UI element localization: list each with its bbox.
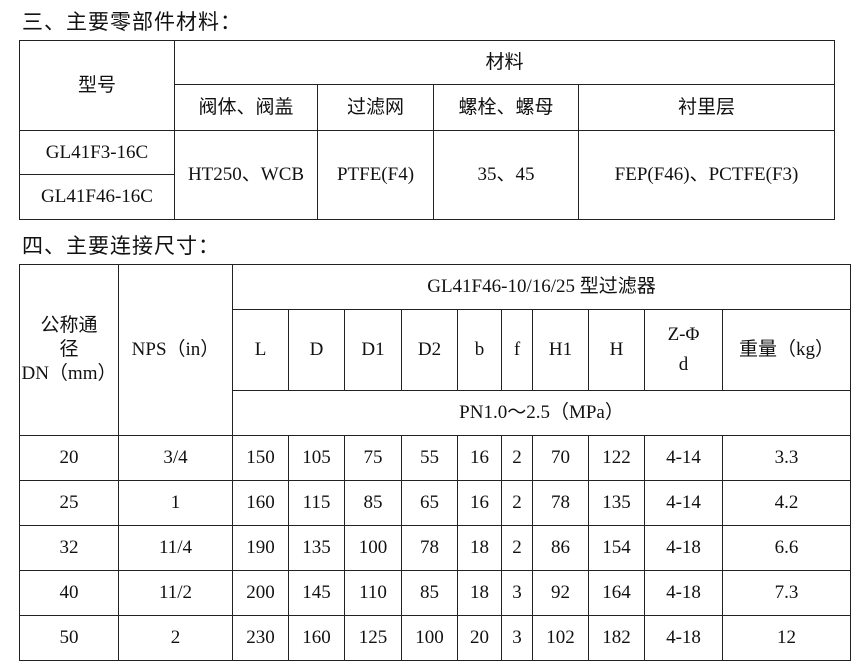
table-cell: 154	[588, 525, 645, 571]
model-cell: GL41F46-16C	[19, 174, 175, 220]
table-cell: 164	[588, 570, 645, 616]
header-nps: NPS（in）	[118, 264, 233, 436]
dn-line: DN（mm）	[21, 362, 117, 384]
table-cell: 85	[401, 570, 458, 616]
table-cell: 92	[532, 570, 589, 616]
table-row: 32 11/4 190 135 100 78 18 2 86 154 4-18 6.6	[19, 525, 851, 571]
table-cell: 3	[501, 570, 533, 616]
header-H1: H1	[532, 309, 589, 391]
table-cell: 102	[532, 615, 589, 661]
table-cell: 2	[118, 615, 233, 661]
table-cell: 150	[232, 435, 289, 481]
header-weight: 重量（kg）	[722, 309, 851, 391]
bolt-material: 35、45	[433, 130, 579, 220]
table-cell: 7.3	[722, 570, 851, 616]
table-cell: 20	[457, 615, 502, 661]
table-cell: 18	[457, 570, 502, 616]
table-cell: 1	[118, 480, 233, 526]
dimensions-table: 公称通 径 DN（mm） NPS（in） GL41F46-10/16/25 型过…	[19, 264, 851, 661]
header-filter: 过滤网	[317, 84, 434, 131]
table-cell: 100	[344, 525, 402, 571]
header-D: D	[288, 309, 345, 391]
table-cell: 122	[588, 435, 645, 481]
table-cell: 4.2	[722, 480, 851, 526]
header-material: 材料	[173, 40, 836, 85]
table-row: 20 3/4 150 105 75 55 16 2 70 122 4-14 3.3	[19, 435, 851, 481]
materials-table: 型号 材料 阀体、阀盖 过滤网 螺栓、螺母 衬里层 GL41F3-16C HT2…	[19, 40, 836, 220]
table-cell: 135	[288, 525, 345, 571]
dn-line: 径	[59, 339, 79, 361]
table-cell: 230	[232, 615, 289, 661]
table-cell: 78	[401, 525, 458, 571]
table-row: 40 11/2 200 145 110 85 18 3 92 164 4-18 7.3	[19, 570, 851, 616]
table-cell: 18	[457, 525, 502, 571]
header-H: H	[588, 309, 645, 391]
table-cell: 4-18	[644, 525, 723, 571]
table-cell: 11/4	[118, 525, 233, 571]
table-cell: 135	[588, 480, 645, 526]
table-cell: 4-18	[644, 615, 723, 661]
table-cell: 105	[288, 435, 345, 481]
section4-title: 四、主要连接尺寸：	[22, 234, 220, 258]
header-zd: Z-Φd	[644, 309, 723, 391]
table-cell: 16	[457, 480, 502, 526]
table-cell: 65	[401, 480, 458, 526]
table-cell: 115	[288, 480, 345, 526]
table-cell: 190	[232, 525, 289, 571]
table-cell: 4-14	[644, 435, 723, 481]
header-zd-label: Z-Φd	[667, 323, 700, 375]
table-row: 50 2 230 160 125 100 20 3 102 182 4-18 12	[19, 615, 851, 661]
dn-line: 公称通	[40, 315, 98, 337]
table-cell: 16	[457, 435, 502, 481]
header-group: GL41F46-10/16/25 型过滤器	[232, 264, 851, 310]
table-cell: 3	[501, 615, 533, 661]
header-f: f	[501, 309, 533, 391]
header-dn: 公称通 径 DN（mm）	[19, 264, 119, 436]
table-cell: 145	[288, 570, 345, 616]
table-cell: 86	[532, 525, 589, 571]
table-cell: 70	[532, 435, 589, 481]
table-cell: 20	[19, 435, 119, 481]
header-L: L	[232, 309, 289, 391]
section3-title: 三、主要零部件材料：	[22, 10, 242, 34]
table-cell: 100	[401, 615, 458, 661]
table-cell: 182	[588, 615, 645, 661]
table-cell: 160	[288, 615, 345, 661]
table-cell: 2	[501, 525, 533, 571]
table-cell: 2	[501, 435, 533, 481]
table-cell: 25	[19, 480, 119, 526]
header-body: 阀体、阀盖	[174, 84, 318, 131]
lining-material: FEP(F46)、PCTFE(F3)	[577, 130, 836, 220]
table-cell: 110	[344, 570, 402, 616]
table-cell: 32	[19, 525, 119, 571]
table-cell: 50	[19, 615, 119, 661]
model-cell: GL41F3-16C	[19, 130, 175, 175]
table-cell: 85	[344, 480, 402, 526]
table-cell: 40	[19, 570, 119, 616]
table-cell: 11/2	[118, 570, 233, 616]
header-pressure: PN1.0～2.5（MPa）	[232, 390, 851, 436]
header-b: b	[457, 309, 502, 391]
table-cell: 55	[401, 435, 458, 481]
body-material: HT250、WCB	[174, 130, 318, 220]
header-lining: 衬里层	[577, 84, 836, 131]
table-cell: 78	[532, 480, 589, 526]
table-cell: 3/4	[118, 435, 233, 481]
table-cell: 200	[232, 570, 289, 616]
header-D1: D1	[344, 309, 402, 391]
table-cell: 125	[344, 615, 402, 661]
filter-material: PTFE(F4)	[317, 130, 434, 220]
table-cell: 4-14	[644, 480, 723, 526]
table-cell: 3.3	[722, 435, 851, 481]
header-D2: D2	[401, 309, 458, 391]
table-row: 25 1 160 115 85 65 16 2 78 135 4-14 4.2	[19, 480, 851, 526]
table-cell: 75	[344, 435, 402, 481]
table-cell: 6.6	[722, 525, 851, 571]
header-model: 型号	[19, 40, 175, 131]
table-cell: 160	[232, 480, 289, 526]
table-cell: 12	[722, 615, 851, 661]
header-bolts: 螺栓、螺母	[433, 84, 579, 131]
table-cell: 4-18	[644, 570, 723, 616]
table-cell: 2	[501, 480, 533, 526]
